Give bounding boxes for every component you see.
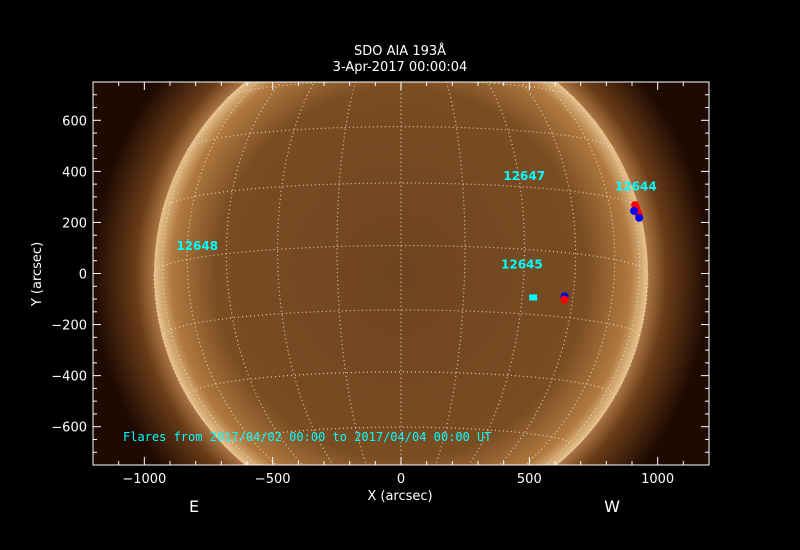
x-tick-label: −1000	[122, 472, 166, 487]
active-region-label: 12647	[503, 169, 545, 183]
x-tick-label: −500	[255, 472, 291, 487]
chart-subtitle: 3-Apr-2017 00:00:04	[333, 60, 468, 75]
flare-marker	[630, 206, 639, 215]
east-label: E	[189, 497, 199, 516]
active-region-label: 12645	[501, 257, 543, 271]
y-tick-label: −600	[51, 421, 87, 436]
active-region-label: 12648	[176, 239, 218, 253]
x-tick-label: 1000	[641, 472, 674, 487]
west-label: W	[604, 497, 620, 516]
axes: −1000 −500 0 500 1000 −600 −400 −200 0 200 400 600	[51, 82, 710, 487]
active-region-labels: 12644 12647 12645 12648	[176, 169, 656, 271]
x-tick-label: 500	[517, 472, 542, 487]
x-axis-label: X (arcsec)	[367, 489, 432, 504]
flare-marker	[529, 294, 538, 301]
longitude-line	[161, 82, 259, 465]
y-tick-label: −400	[51, 370, 87, 385]
y-tick-label: 600	[62, 114, 87, 129]
active-region-label: 12644	[615, 180, 657, 194]
x-tick-label: 0	[397, 472, 405, 487]
flare-marker	[635, 213, 644, 222]
chart-title: SDO AIA 193Å	[354, 43, 446, 59]
latitude-line	[344, 29, 459, 33]
y-tick-label: 400	[62, 165, 87, 180]
longitude-line	[543, 82, 641, 465]
y-tick-label: 0	[79, 268, 87, 283]
flare-time-note: Flares from 2017/04/02 00:00 to 2017/04/…	[123, 430, 491, 444]
y-tick-label: 200	[62, 216, 87, 231]
flare-marker	[560, 295, 569, 304]
y-tick-label: −200	[51, 319, 87, 334]
flare-markers	[529, 201, 644, 304]
latitude-line	[337, 503, 465, 510]
heliographic-grid	[153, 29, 649, 510]
latitude-line	[186, 371, 616, 397]
y-axis-label: Y (arcsec)	[30, 242, 45, 307]
solar-disk	[154, 82, 648, 465]
